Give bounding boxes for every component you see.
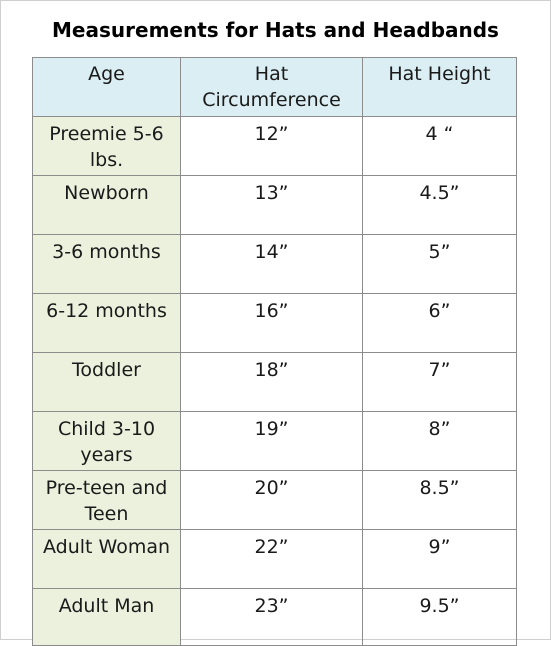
height-cell: 4 “ [362, 116, 517, 176]
circumference-cell: 14” [180, 234, 363, 294]
age-cell: 6-12 months [32, 293, 181, 353]
age-cell: 3-6 months [32, 234, 181, 294]
height-cell: 8” [362, 411, 517, 471]
table-row: Preemie 5-6 lbs. 12” 4 “ [32, 116, 517, 176]
circumference-cell: 19” [180, 411, 363, 471]
height-cell: 5” [362, 234, 517, 294]
height-cell: 6” [362, 293, 517, 353]
height-cell: 9.5” [362, 588, 517, 646]
circumference-cell: 22” [180, 529, 363, 589]
age-cell: Adult Man [32, 588, 181, 646]
circumference-cell: 12” [180, 116, 363, 176]
circumference-cell: 18” [180, 352, 363, 412]
table-row: Adult Man 23” 9.5” [32, 588, 517, 646]
height-cell: 9” [362, 529, 517, 589]
age-cell: Toddler [32, 352, 181, 412]
age-cell: Pre-teen and Teen [32, 470, 181, 530]
circumference-cell: 20” [180, 470, 363, 530]
table-row: Child 3-10 years 19” 8” [32, 411, 517, 471]
header-circumference: Hat Circumference [180, 57, 363, 117]
age-cell: Child 3-10 years [32, 411, 181, 471]
age-cell: Newborn [32, 175, 181, 235]
table-header-row: Age Hat Circumference Hat Height [32, 57, 517, 117]
table-row: Newborn 13” 4.5” [32, 175, 517, 235]
circumference-cell: 23” [180, 588, 363, 646]
page-title: Measurements for Hats and Headbands [52, 18, 499, 42]
age-cell: Adult Woman [32, 529, 181, 589]
height-cell: 7” [362, 352, 517, 412]
table-row: Toddler 18” 7” [32, 352, 517, 412]
table-row: Pre-teen and Teen 20” 8.5” [32, 470, 517, 530]
table-row: 6-12 months 16” 6” [32, 293, 517, 353]
height-cell: 4.5” [362, 175, 517, 235]
measurements-table: Age Hat Circumference Hat Height Preemie… [32, 57, 517, 646]
header-height: Hat Height [362, 57, 517, 117]
header-age: Age [32, 57, 181, 117]
circumference-cell: 16” [180, 293, 363, 353]
table-row: 3-6 months 14” 5” [32, 234, 517, 294]
age-cell: Preemie 5-6 lbs. [32, 116, 181, 176]
table-row: Adult Woman 22” 9” [32, 529, 517, 589]
circumference-cell: 13” [180, 175, 363, 235]
height-cell: 8.5” [362, 470, 517, 530]
